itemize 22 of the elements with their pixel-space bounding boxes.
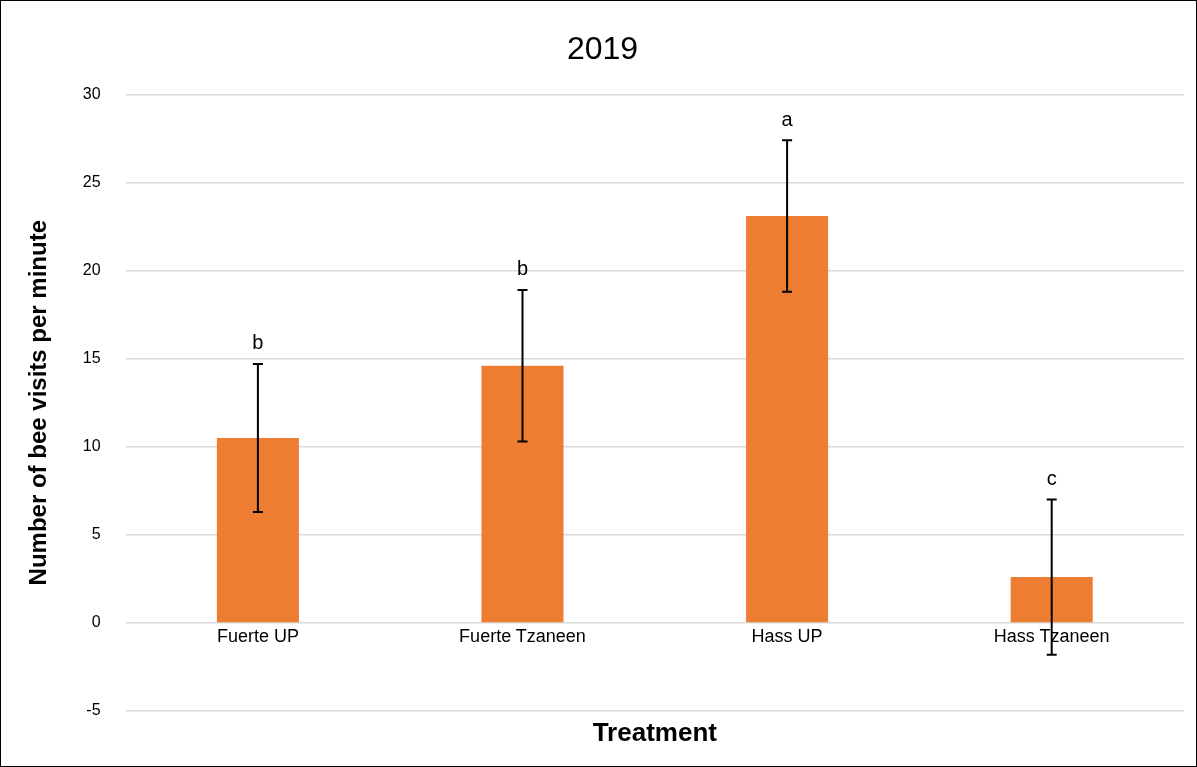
y-tick-label: 5	[91, 525, 101, 543]
bar	[746, 215, 829, 623]
x-tick-label: Fuerte UP	[216, 625, 299, 646]
y-tick-label: 10	[82, 437, 101, 455]
bar	[481, 365, 564, 623]
bar	[216, 437, 299, 623]
bar	[1010, 577, 1093, 623]
annotation: b	[516, 257, 529, 280]
y-tick-label: 15	[82, 349, 101, 367]
x-tick-label: Hass UP	[751, 625, 823, 646]
y-tick-label: 0	[91, 613, 101, 631]
x-axis-title: Treatment	[592, 717, 718, 747]
y-tick-label: -5	[86, 701, 101, 719]
x-tick-label: Fuerte Tzaneen	[459, 625, 586, 646]
annotation: b	[252, 331, 264, 354]
annotation: c	[1046, 467, 1057, 490]
y-tick-label: 30	[82, 84, 101, 102]
y-tick-label: 20	[82, 260, 101, 278]
chart-title: 2019	[566, 30, 639, 67]
y-tick-label: 25	[82, 172, 101, 190]
annotation: a	[781, 107, 794, 130]
y-axis-title: Number of bee visits per minute	[24, 219, 52, 586]
